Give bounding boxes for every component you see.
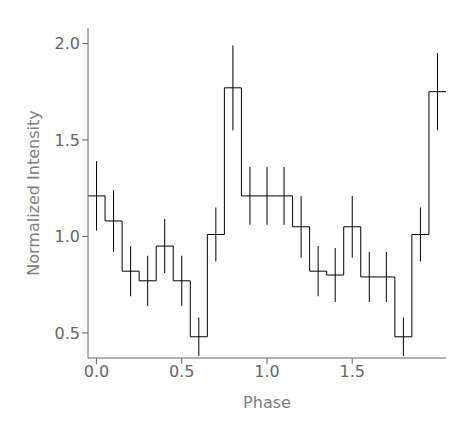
svg-text:0.0: 0.0 — [84, 362, 109, 381]
svg-text:Normalized Intensity: Normalized Intensity — [24, 110, 43, 275]
svg-text:Phase: Phase — [243, 393, 291, 412]
svg-text:0.5: 0.5 — [55, 324, 80, 343]
svg-text:1.0: 1.0 — [55, 227, 80, 246]
svg-text:1.0: 1.0 — [254, 362, 279, 381]
svg-text:1.5: 1.5 — [55, 131, 80, 150]
svg-text:1.5: 1.5 — [340, 362, 365, 381]
svg-text:2.0: 2.0 — [55, 34, 80, 53]
svg-text:0.5: 0.5 — [169, 362, 194, 381]
